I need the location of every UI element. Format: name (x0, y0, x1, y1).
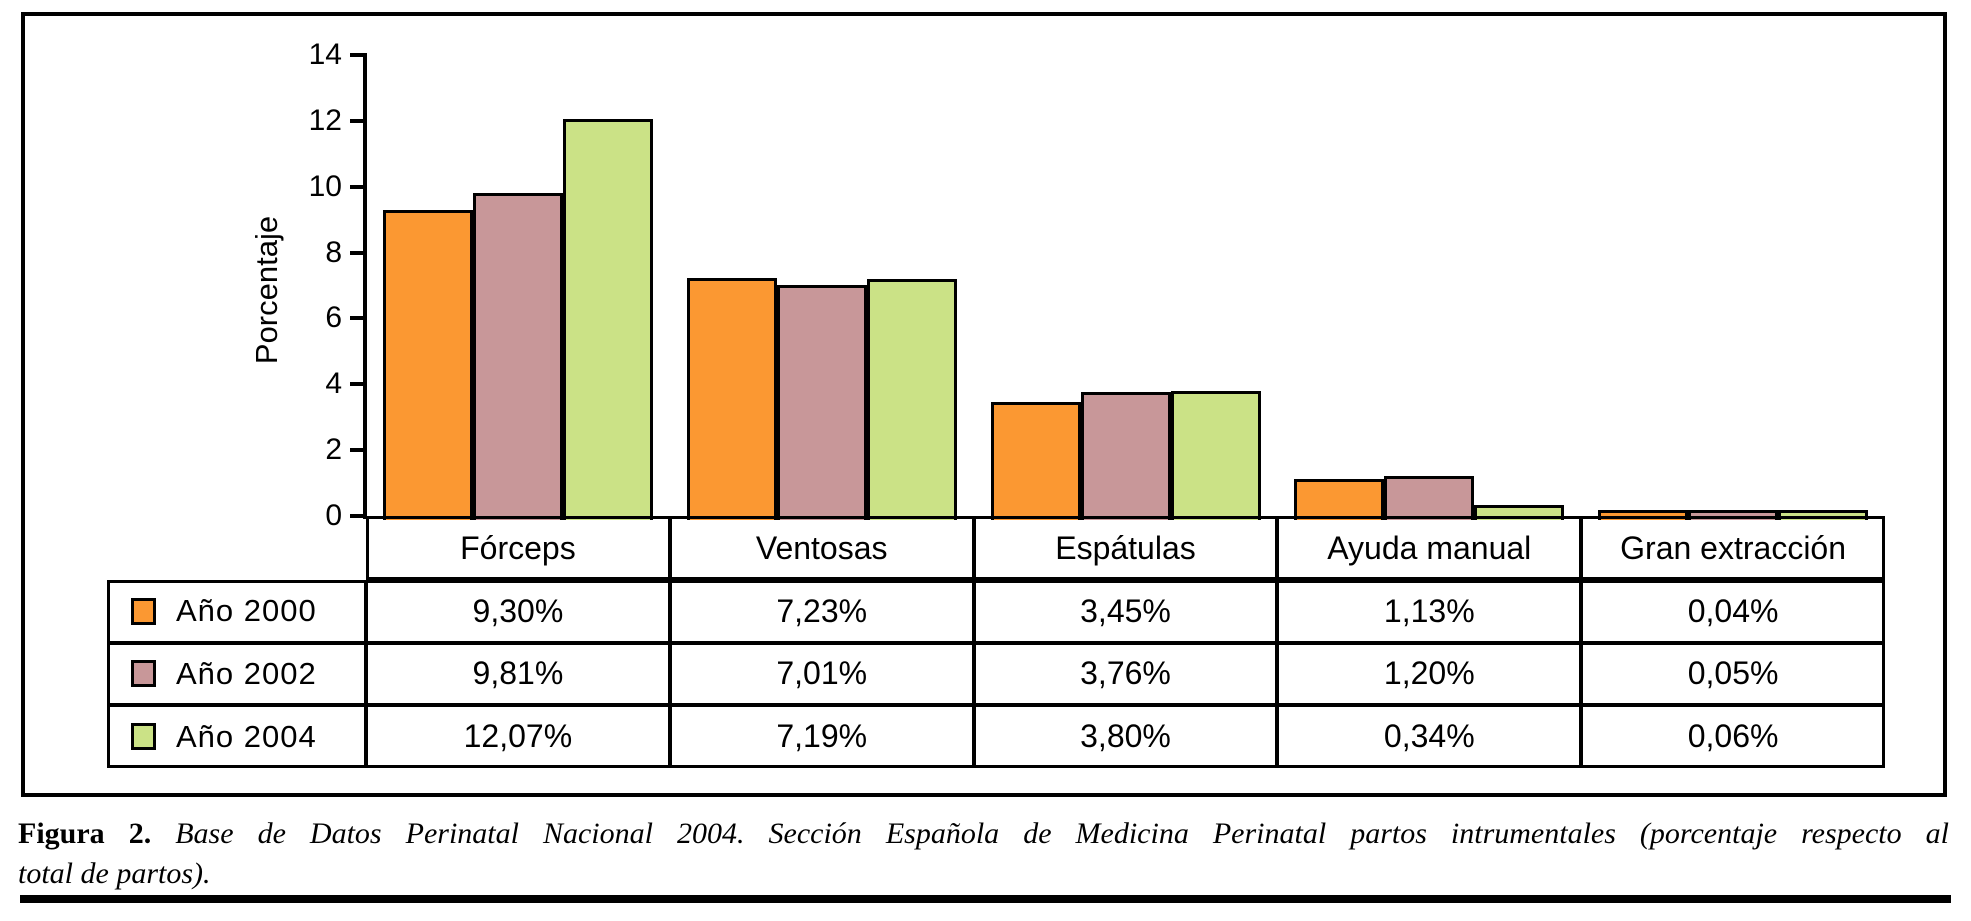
figure-caption: Figura 2. Base de Datos Perinatal Nacion… (18, 814, 1949, 894)
figure-border (21, 12, 1947, 797)
bar-ano-2002-espatulas (1081, 392, 1171, 520)
caption-line-1: Figura 2. Base de Datos Perinatal Nacion… (18, 814, 1949, 854)
table-corner-blank (107, 516, 366, 580)
value-cell-ano-2004-gran-extraccion: 0,06% (1581, 705, 1885, 768)
value-cell-ano-2004-espatulas: 3,80% (973, 705, 1278, 768)
y-tick-label: 10 (308, 170, 342, 203)
y-tick-mark (350, 185, 364, 189)
value-cell-ano-2002-ayuda-manual: 1,20% (1277, 642, 1582, 706)
value-cell-ano-2000-gran-extraccion: 0,04% (1581, 580, 1885, 643)
bottom-rule (20, 895, 1951, 903)
legend-cell-ano-2000: Año 2000 (107, 580, 366, 643)
bar-ano-2000-forceps (383, 210, 473, 520)
value-cell-ano-2000-forceps: 9,30% (366, 580, 670, 643)
y-tick-mark (350, 514, 364, 518)
y-tick-mark (350, 251, 364, 255)
y-tick-label: 4 (325, 367, 342, 400)
y-tick-mark (350, 448, 364, 452)
legend-swatch-ano-2000 (131, 597, 156, 625)
y-tick-mark (350, 119, 364, 123)
y-tick-mark (350, 53, 364, 57)
category-header-forceps: Fórceps (366, 516, 670, 580)
bar-ano-2002-forceps (473, 193, 563, 520)
bar-ano-2000-ayuda-manual (1294, 479, 1384, 520)
legend-label-ano-2000: Año 2000 (176, 593, 317, 629)
y-tick-label: 14 (308, 38, 342, 71)
category-header-espatulas: Espátulas (973, 516, 1278, 580)
caption-line-2: total de partos). (18, 857, 211, 890)
category-header-ayuda-manual: Ayuda manual (1277, 516, 1582, 580)
bar-ano-2000-gran-extraccion (1598, 510, 1688, 520)
data-table: Fórceps Ventosas Espátulas Ayuda manual Gran… (107, 516, 1885, 768)
y-tick-label: 12 (308, 104, 342, 137)
value-cell-ano-2002-ventosas: 7,01% (669, 642, 974, 706)
bar-ano-2004-ventosas (867, 279, 957, 520)
value-cell-ano-2004-ayuda-manual: 0,34% (1277, 705, 1582, 768)
value-cell-ano-2000-espatulas: 3,45% (973, 580, 1278, 643)
value-cell-ano-2002-espatulas: 3,76% (973, 642, 1278, 706)
y-tick-label: 6 (325, 301, 342, 334)
y-tick-label: 2 (325, 433, 342, 466)
value-cell-ano-2002-forceps: 9,81% (366, 642, 670, 706)
caption-figure-label: Figura 2. (18, 817, 152, 850)
bar-ano-2004-espatulas (1171, 391, 1261, 520)
legend-swatch-ano-2004 (131, 723, 156, 751)
bar-ano-2002-gran-extraccion (1688, 510, 1778, 520)
value-cell-ano-2000-ventosas: 7,23% (669, 580, 974, 643)
value-cell-ano-2002-gran-extraccion: 0,05% (1581, 642, 1885, 706)
y-axis-line (363, 53, 367, 519)
bar-ano-2000-espatulas (991, 402, 1081, 520)
bar-ano-2000-ventosas (687, 278, 777, 520)
category-header-ventosas: Ventosas (669, 516, 974, 580)
value-cell-ano-2004-forceps: 12,07% (366, 705, 670, 768)
y-tick-mark (350, 316, 364, 320)
bar-ano-2002-ventosas (777, 285, 867, 520)
y-tick-label: 0 (325, 499, 342, 532)
caption-text: Base de Datos Perinatal Nacional 2004. S… (175, 817, 1950, 850)
legend-cell-ano-2004: Año 2004 (107, 705, 366, 768)
legend-cell-ano-2002: Año 2002 (107, 642, 366, 706)
value-cell-ano-2004-ventosas: 7,19% (669, 705, 974, 768)
legend-label-ano-2002: Año 2002 (176, 655, 317, 691)
legend-label-ano-2004: Año 2004 (176, 718, 317, 754)
legend-swatch-ano-2002 (131, 660, 156, 688)
value-cell-ano-2000-ayuda-manual: 1,13% (1277, 580, 1582, 643)
y-tick-mark (350, 382, 364, 386)
bar-ano-2004-gran-extraccion (1778, 510, 1868, 520)
category-header-gran-extraccion: Gran extracción (1581, 516, 1885, 580)
y-tick-label: 8 (325, 236, 342, 269)
bar-ano-2004-forceps (563, 119, 653, 520)
bar-ano-2002-ayuda-manual (1384, 476, 1474, 520)
